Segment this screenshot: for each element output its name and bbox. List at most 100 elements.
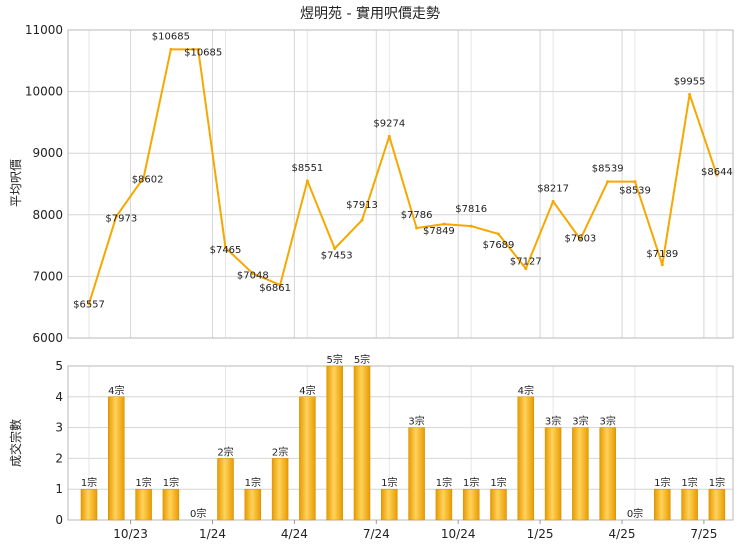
price-point xyxy=(688,92,692,96)
price-data-label: $8539 xyxy=(592,164,624,175)
price-point xyxy=(660,263,664,267)
x-tick-label: 1/25 xyxy=(527,527,554,541)
volume-data-label: 1宗 xyxy=(709,476,725,489)
price-data-label: $7465 xyxy=(210,245,242,256)
price-data-label: $7127 xyxy=(510,257,542,268)
volume-data-label: 2宗 xyxy=(217,445,233,458)
volume-bar xyxy=(681,488,698,521)
volume-data-label: 0宗 xyxy=(190,507,206,520)
volume-bar xyxy=(353,365,371,521)
volume-data-label: 0宗 xyxy=(627,507,643,520)
price-y-tick-label: 10000 xyxy=(25,85,63,99)
price-line-panel: 6000 7000 8000 9000 10000 11000 $6557 $7973 $860… xyxy=(25,23,734,345)
volume-y-tick-label: 1 xyxy=(55,482,63,496)
volume-data-label: 1宗 xyxy=(81,476,97,489)
volume-y-tick-label: 5 xyxy=(55,359,63,373)
price-data-label: $7786 xyxy=(401,210,433,221)
price-point xyxy=(196,47,200,51)
price-data-label: $10685 xyxy=(152,31,190,42)
volume-axis-title: 成交宗數 xyxy=(8,419,23,467)
price-data-label: $8602 xyxy=(132,175,164,186)
volume-data-label: 1宗 xyxy=(135,476,151,489)
volume-bar xyxy=(408,427,425,521)
price-data-label: $6557 xyxy=(73,300,105,311)
volume-bar xyxy=(654,488,671,521)
volume-data-label: 3宗 xyxy=(545,415,561,428)
price-series-line xyxy=(88,48,718,304)
price-data-label: $9955 xyxy=(674,76,706,87)
x-tick-label: 10/23 xyxy=(113,527,148,541)
price-data-label: $10685 xyxy=(184,47,222,58)
price-point xyxy=(606,180,610,184)
price-point xyxy=(251,271,255,275)
price-point xyxy=(633,180,637,184)
volume-bar xyxy=(299,396,316,521)
price-y-tick-label: 8000 xyxy=(32,208,63,222)
price-data-label: $7816 xyxy=(455,204,487,215)
volume-bar xyxy=(244,488,262,521)
price-point xyxy=(305,179,309,183)
x-tick-label: 10/24 xyxy=(441,527,476,541)
price-point xyxy=(497,232,500,236)
volume-data-label: 1宗 xyxy=(463,476,479,489)
price-y-tick-label: 6000 xyxy=(32,331,63,345)
volume-bar xyxy=(326,365,343,521)
price-point xyxy=(442,222,446,226)
x-tick-label: 7/25 xyxy=(690,527,717,541)
x-tick-label: 4/24 xyxy=(281,527,308,541)
volume-data-label: 4宗 xyxy=(108,384,124,397)
volume-bar xyxy=(599,427,616,521)
volume-y-tick-label: 4 xyxy=(55,390,63,404)
volume-data-label: 1宗 xyxy=(654,476,670,489)
volume-bar xyxy=(490,488,507,521)
price-data-label: $7973 xyxy=(105,213,137,224)
price-data-label: $7189 xyxy=(646,249,678,260)
volume-data-label: 5宗 xyxy=(327,353,343,366)
volume-data-label: 3宗 xyxy=(408,415,424,428)
price-point xyxy=(415,226,419,230)
price-point xyxy=(715,173,719,177)
volume-bar xyxy=(135,488,152,521)
volume-y-tick-label: 3 xyxy=(55,421,63,435)
price-data-label: $8217 xyxy=(537,183,569,194)
volume-data-label: 1宗 xyxy=(245,476,261,489)
price-point xyxy=(469,224,473,228)
price-point xyxy=(333,246,337,250)
price-point xyxy=(142,176,146,180)
volume-data-label: 3宗 xyxy=(600,415,616,428)
price-point xyxy=(169,47,173,51)
volume-bar xyxy=(517,396,535,521)
volume-bar xyxy=(572,427,589,521)
price-data-label: $9274 xyxy=(373,118,405,129)
price-data-label: $7453 xyxy=(321,250,353,261)
volume-bar xyxy=(462,488,480,521)
chart-title: 煜明苑 - 實用呎價走勢 xyxy=(300,5,440,22)
price-point xyxy=(360,218,364,222)
price-data-label: $8551 xyxy=(291,163,323,174)
price-point xyxy=(551,199,555,203)
volume-data-label: 2宗 xyxy=(272,445,288,458)
price-y-tick-label: 9000 xyxy=(32,146,63,160)
volume-data-label: 1宗 xyxy=(490,476,506,489)
price-plot-frame xyxy=(67,29,734,339)
price-point xyxy=(578,237,582,241)
price-data-label: $7603 xyxy=(564,233,596,244)
volume-data-label: 1宗 xyxy=(436,476,452,489)
volume-data-label: 1宗 xyxy=(681,476,697,489)
price-y-tick-label: 7000 xyxy=(32,269,63,283)
price-data-label: $7689 xyxy=(483,240,515,251)
price-point xyxy=(224,246,227,250)
price-data-label: $8539 xyxy=(619,186,651,197)
volume-bar xyxy=(435,488,453,521)
price-data-label: $7849 xyxy=(423,226,455,237)
price-data-label: $7048 xyxy=(237,270,269,281)
volume-data-label: 1宗 xyxy=(163,476,179,489)
volume-bar xyxy=(544,427,562,521)
volume-bar xyxy=(381,488,398,521)
volume-y-tick-label: 0 xyxy=(55,513,63,527)
price-point xyxy=(114,214,118,218)
volume-bar-panel: 0 1 2 3 4 5 1宗 4宗 1宗 1宗 0宗 2宗 1宗 2宗 4宗 5宗 5宗 1宗 3宗 1宗 1宗 1宗 4宗… xyxy=(55,353,734,541)
volume-data-label: 3宗 xyxy=(572,415,588,428)
volume-data-label: 1宗 xyxy=(381,476,397,489)
volume-bar xyxy=(271,458,289,521)
